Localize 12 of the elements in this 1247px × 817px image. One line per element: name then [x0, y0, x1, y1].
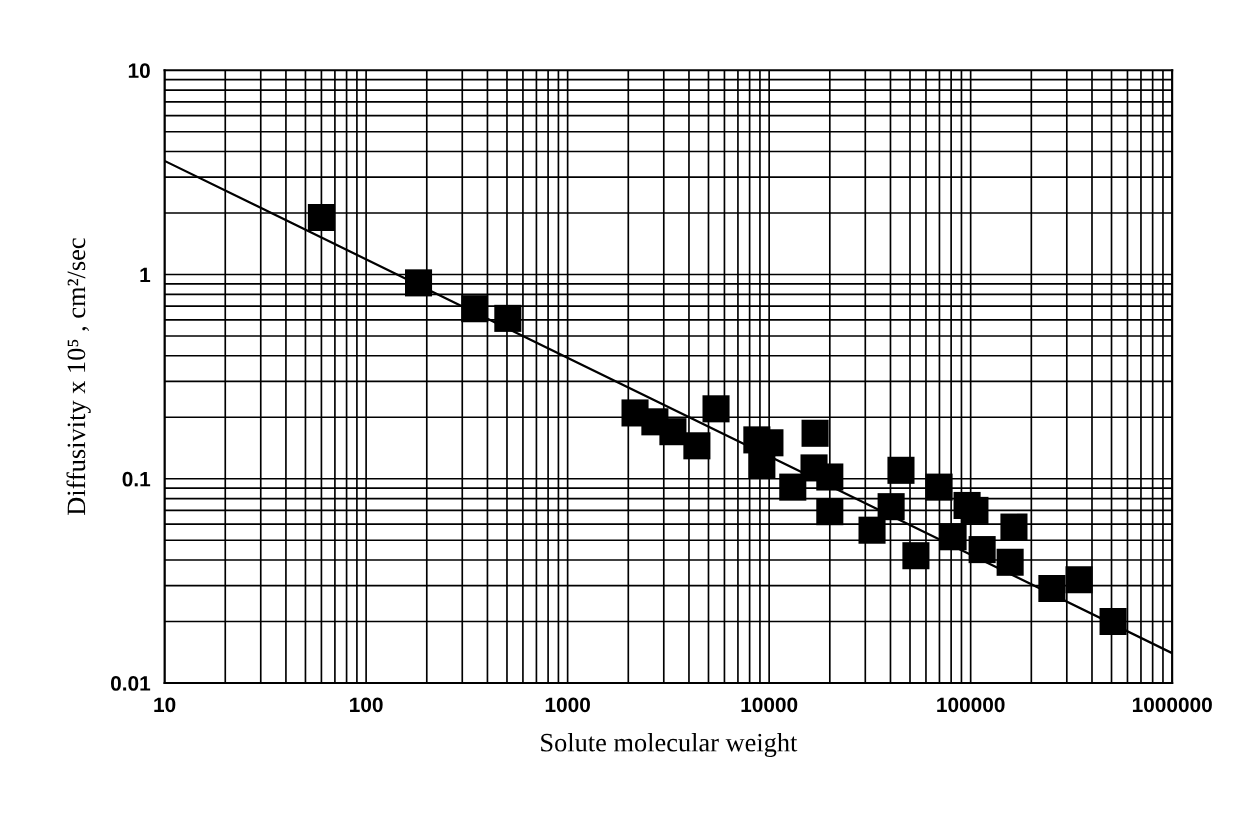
x-axis-title: Solute molecular weight — [541, 732, 798, 757]
y-axis-title: Diffusivity x 10⁵ , cm²/sec — [66, 238, 91, 516]
x-tick-label: 1000 — [545, 697, 590, 713]
y-tick-label: 0.01 — [111, 676, 151, 691]
x-tick-label: 10 — [154, 697, 176, 713]
x-tick-label: 100000 — [937, 697, 1005, 713]
x-tick-label: 1000000 — [1132, 697, 1212, 713]
y-tick-label: 10 — [128, 63, 150, 79]
y-tick-label: 1 — [140, 267, 151, 283]
y-tick-label: 0.1 — [122, 471, 151, 487]
x-tick-label: 100 — [350, 697, 383, 713]
x-tick-label: 10000 — [741, 697, 798, 713]
